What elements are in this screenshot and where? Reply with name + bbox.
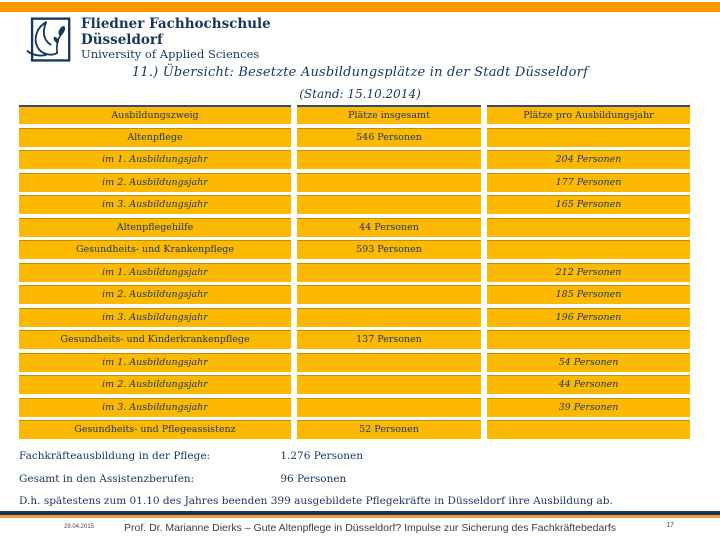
footer-date: 29.04.2015 [64,524,95,530]
cell-plaetze-pro-ausbildungsjahr: 177 Personen [487,172,690,192]
header-cell: Ausbildungszweig [19,105,291,124]
cell-plaetze-insgesamt [297,262,481,282]
table-row: im 2. Ausbildungsjahr 44 Personen [19,375,690,394]
cell-plaetze-insgesamt [297,150,481,169]
logo-line-2: Düsseldorf [81,31,163,48]
cell-plaetze-pro-ausbildungsjahr: 39 Personen [487,397,690,417]
cell-ausbildungszweig: im 3. Ausbildungsjahr [19,397,291,417]
slide-subtitle: (Stand: 15.10.2014) [299,87,421,101]
cell-ausbildungszweig: im 3. Ausbildungsjahr [19,307,291,327]
cell-ausbildungszweig: Gesundheits- und Kinderkrankenpflege [19,330,291,349]
cell-ausbildungszweig: im 2. Ausbildungsjahr [19,172,291,192]
summary-value: 1.276 Personen [280,450,364,462]
slide-title: 11.) Übersicht: Besetzte Ausbildungsplät… [131,65,589,80]
summary-label: Fachkräfteausbildung in der Pflege: [19,450,211,462]
cell-plaetze-insgesamt [297,285,481,304]
logo-text: Fliedner Fachhochschule Düsseldorf Unive… [81,14,271,62]
cell-plaetze-insgesamt [297,352,481,372]
table-row: Gesundheits- und Pflegeassistenz 52 Perso… [19,420,690,439]
cell-plaetze-pro-ausbildungsjahr [487,217,690,237]
table-header-row: Ausbildungszweig Plätze insgesamt Plätze p… [19,105,690,124]
cell-plaetze-insgesamt: 546 Personen [297,127,481,147]
header-cell: Plätze pro Ausbildungsjahr [487,105,690,124]
table-row: im 3. Ausbildungsjahr 196 Personen [19,307,690,327]
cell-plaetze-insgesamt [297,195,481,214]
cell-plaetze-pro-ausbildungsjahr: 196 Personen [487,307,690,327]
cell-plaetze-insgesamt: 593 Personen [297,240,481,259]
cell-ausbildungszweig: im 1. Ausbildungsjahr [19,352,291,372]
cell-plaetze-insgesamt: 137 Personen [297,330,481,349]
summary-label: Gesamt in den Assistenzberufen: [19,473,195,485]
cell-plaetze-pro-ausbildungsjahr: 204 Personen [487,150,690,169]
cell-plaetze-insgesamt [297,172,481,192]
table-row: im 1. Ausbildungsjahr 212 Personen [19,262,690,282]
table-row: im 2. Ausbildungsjahr 185 Personen [19,285,690,304]
table-row: im 3. Ausbildungsjahr 39 Personen [19,397,690,417]
cell-ausbildungszweig: Gesundheits- und Pflegeassistenz [19,420,291,439]
table-row: im 2. Ausbildungsjahr 177 Personen [19,172,690,192]
cell-ausbildungszweig: im 1. Ausbildungsjahr [19,150,291,169]
cell-plaetze-insgesamt: 44 Personen [297,217,481,237]
logo-line-1: Fliedner Fachhochschule [81,16,271,32]
plaetze-table: Ausbildungszweig Plätze insgesamt Plätze p… [19,105,690,443]
table-row: Gesundheits- und Kinderkrankenpflege 137 … [19,330,690,349]
table-row: im 1. Ausbildungsjahr 204 Personen [19,150,690,169]
cell-plaetze-pro-ausbildungsjahr [487,330,690,349]
cell-plaetze-insgesamt [297,397,481,417]
top-accent-bar [0,2,720,12]
cell-ausbildungszweig: im 3. Ausbildungsjahr [19,195,291,214]
dove-logo-icon [20,14,72,66]
cell-plaetze-pro-ausbildungsjahr [487,240,690,259]
footer-page-number: 17 [666,522,674,529]
cell-ausbildungszweig: im 1. Ausbildungsjahr [19,262,291,282]
cell-plaetze-insgesamt [297,307,481,327]
cell-plaetze-pro-ausbildungsjahr: 165 Personen [487,195,690,214]
cell-plaetze-pro-ausbildungsjahr [487,127,690,147]
footer-orange-rule [0,515,720,518]
cell-ausbildungszweig: Gesundheits- und Krankenpflege [19,240,291,259]
university-logo: Fliedner Fachhochschule Düsseldorf Unive… [20,14,271,66]
summary-line-pflege: Fachkräfteausbildung in der Pflege: 1.27… [19,450,363,473]
footer-navy-rule [0,511,720,515]
cell-plaetze-pro-ausbildungsjahr: 212 Personen [487,262,690,282]
footer: 29.04.2015 Prof. Dr. Marianne Dierks – G… [0,518,720,540]
cell-plaetze-insgesamt [297,375,481,394]
cell-ausbildungszweig: Altenpflege [19,127,291,147]
cell-ausbildungszweig: Altenpflegehilfe [19,217,291,237]
cell-plaetze-pro-ausbildungsjahr: 44 Personen [487,375,690,394]
cell-plaetze-insgesamt: 52 Personen [297,420,481,439]
footer-title: Prof. Dr. Marianne Dierks – Gute Altenpf… [124,522,616,534]
cell-plaetze-pro-ausbildungsjahr: 54 Personen [487,352,690,372]
table-row: im 3. Ausbildungsjahr 165 Personen [19,195,690,214]
table-row: Gesundheits- und Krankenpflege 593 Person… [19,240,690,259]
summary-section: Fachkräfteausbildung in der Pflege: 1.27… [19,450,363,496]
cell-ausbildungszweig: im 2. Ausbildungsjahr [19,375,291,394]
cell-ausbildungszweig: im 2. Ausbildungsjahr [19,285,291,304]
table-row: Altenpflege 546 Personen [19,127,690,147]
logo-line-3: University of Applied Sciences [81,47,260,62]
conclusion-note: D.h. spätestens zum 01.10 des Jahres bee… [19,495,613,507]
cell-plaetze-pro-ausbildungsjahr [487,420,690,439]
cell-plaetze-pro-ausbildungsjahr: 185 Personen [487,285,690,304]
header-cell: Plätze insgesamt [297,105,481,124]
table-row: im 1. Ausbildungsjahr 54 Personen [19,352,690,372]
summary-value: 96 Personen [280,473,347,485]
table-row: Altenpflegehilfe 44 Personen [19,217,690,237]
summary-line-assistenz: Gesamt in den Assistenzberufen: 96 Perso… [19,473,363,496]
